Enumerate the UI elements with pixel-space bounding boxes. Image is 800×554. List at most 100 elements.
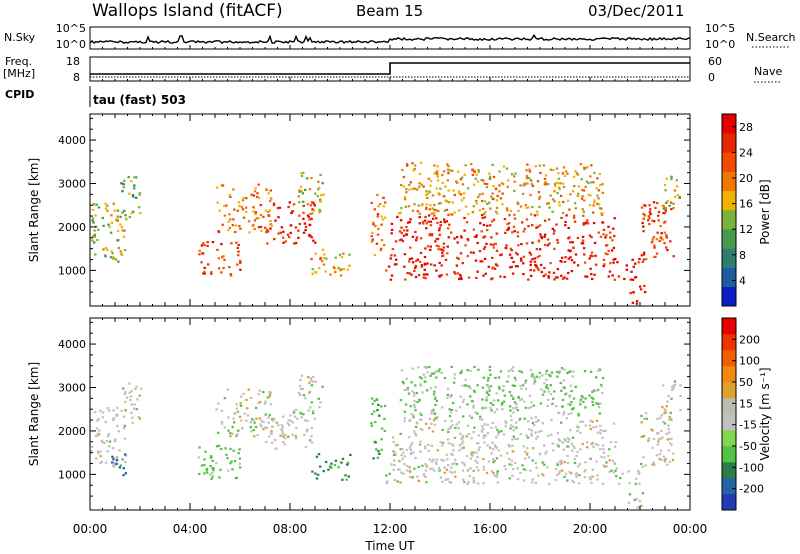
- range-cell: [647, 215, 650, 218]
- range-cell: [434, 461, 438, 464]
- range-cell: [572, 214, 576, 217]
- range-cell: [595, 389, 598, 392]
- range-cell: [303, 433, 306, 437]
- range-cell: [656, 443, 659, 446]
- range-cell: [442, 459, 445, 462]
- range-cell: [572, 246, 575, 250]
- range-cell: [573, 185, 576, 188]
- range-cell: [472, 251, 475, 254]
- range-cell: [383, 201, 387, 204]
- range-cell: [509, 409, 512, 412]
- range-cell: [657, 214, 660, 217]
- range-cell: [409, 476, 412, 479]
- range-cell: [495, 436, 498, 439]
- range-cell: [302, 231, 306, 234]
- range-cell: [581, 242, 585, 245]
- range-cell: [411, 235, 415, 238]
- range-cell: [543, 243, 547, 247]
- range-cell: [494, 210, 498, 213]
- range-cell: [130, 212, 133, 215]
- range-cell: [442, 246, 446, 249]
- range-cell: [543, 219, 547, 222]
- colorbar-frame: [721, 113, 737, 307]
- range-cell: [417, 465, 420, 469]
- range-cell: [611, 274, 614, 277]
- range-cell: [400, 226, 403, 229]
- range-cell: [446, 458, 449, 461]
- range-cell: [557, 182, 561, 185]
- range-cell: [282, 435, 285, 438]
- range-cell: [496, 408, 499, 411]
- colorbar-segment: [722, 210, 736, 230]
- range-cell: [589, 457, 592, 460]
- range-cell: [418, 172, 422, 176]
- y-tick-label: 3000: [58, 178, 86, 191]
- range-cell: [264, 413, 267, 416]
- range-cell: [237, 452, 240, 455]
- range-cell: [444, 185, 447, 188]
- range-cell: [442, 242, 446, 245]
- range-cell: [413, 203, 416, 206]
- range-cell: [424, 445, 427, 448]
- range-cell: [402, 382, 405, 385]
- range-cell: [565, 214, 568, 217]
- range-cell: [257, 226, 261, 229]
- range-cell: [512, 396, 515, 399]
- range-cell: [434, 370, 437, 373]
- range-cell: [556, 462, 559, 465]
- range-cell: [670, 397, 673, 400]
- range-cell: [567, 413, 570, 416]
- range-cell: [522, 255, 526, 258]
- range-cell: [430, 263, 433, 266]
- range-cell: [406, 386, 409, 390]
- range-cell: [115, 456, 119, 459]
- range-cell: [597, 203, 601, 206]
- range-cell: [433, 208, 436, 212]
- range-cell: [593, 201, 596, 204]
- range-cell: [581, 395, 584, 398]
- range-cell: [323, 257, 326, 260]
- range-cell: [571, 190, 575, 193]
- range-cell: [293, 415, 297, 418]
- colorbar-tick-label: 20: [739, 172, 753, 185]
- range-cell: [252, 194, 256, 197]
- range-cell: [590, 481, 593, 484]
- range-cell: [380, 239, 384, 242]
- range-cell: [316, 195, 319, 198]
- range-cell: [642, 435, 645, 438]
- range-cell: [111, 252, 114, 255]
- range-cell: [312, 202, 315, 205]
- range-cell: [581, 420, 584, 423]
- range-cell: [488, 365, 492, 368]
- range-cell: [612, 471, 615, 474]
- range-cell: [399, 448, 402, 451]
- range-cell: [284, 433, 287, 437]
- range-cell: [596, 194, 599, 197]
- range-cell: [102, 248, 105, 251]
- range-cell: [265, 229, 269, 232]
- range-cell: [593, 273, 596, 276]
- colorbar-segment: [722, 446, 736, 463]
- range-cell: [240, 206, 243, 209]
- range-cell: [581, 396, 584, 399]
- range-cell: [216, 445, 219, 448]
- range-cell: [276, 207, 280, 210]
- range-cell: [514, 379, 518, 382]
- range-cell: [124, 214, 127, 217]
- range-cell: [419, 161, 423, 164]
- colorbar-segment: [722, 366, 736, 383]
- range-cell: [249, 426, 252, 429]
- range-cell: [567, 257, 570, 260]
- range-cell: [218, 209, 221, 212]
- range-cell: [489, 385, 493, 388]
- range-cell: [559, 194, 563, 197]
- range-cell: [135, 196, 138, 199]
- range-cell: [308, 439, 312, 442]
- range-cell: [134, 387, 137, 390]
- range-cell: [547, 398, 550, 401]
- range-cell: [371, 221, 375, 224]
- range-cell: [251, 418, 254, 421]
- range-cell: [502, 385, 505, 388]
- range-cell: [597, 369, 600, 373]
- range-cell: [652, 201, 656, 204]
